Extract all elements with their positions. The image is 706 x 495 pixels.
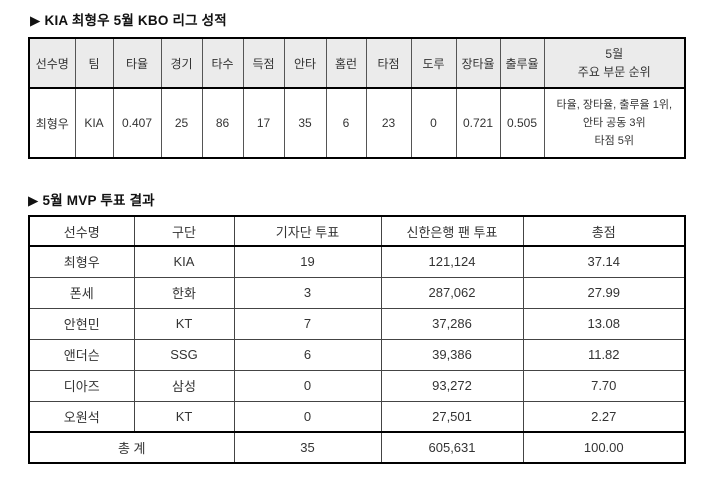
col-fan-vote: 신한은행 팬 투표 [380,215,524,247]
cell-press-vote: 0 [233,400,382,433]
cell-rbi: 23 [365,87,412,159]
cell-stolen-bases: 0 [410,87,457,159]
cell-fan-vote: 93,272 [380,369,524,402]
cell-club: KT [133,400,235,433]
mvp-row: 폰세 한화 3 287,062 27.99 [28,276,686,309]
stats-data-row: 최형우 KIA 0.407 25 86 17 35 6 23 0 0.721 0… [28,87,686,159]
cell-games: 25 [160,87,203,159]
cell-total-fan-vote: 605,631 [380,431,524,464]
cell-hits: 35 [283,87,327,159]
col-player: 선수명 [28,37,76,89]
cell-player: 최형우 [28,245,135,278]
col-on-base: 출루율 [499,37,545,89]
col-stolen-bases: 도루 [410,37,457,89]
cell-total-press-vote: 35 [233,431,382,464]
col-team: 팀 [74,37,114,89]
rank-line3: 타점 5위 [594,135,635,148]
stats-table: 선수명 팀 타율 경기 타수 득점 안타 홈런 타점 도루 장타율 출루율 5월… [28,37,686,159]
cell-may-rankings: 타율, 장타율, 출루율 1위, 안타 공동 3위 타점 5위 [543,87,686,159]
mvp-row: 오원석 KT 0 27,501 2.27 [28,400,686,433]
cell-fan-vote: 37,286 [380,307,524,340]
cell-player: 폰세 [28,276,135,309]
col-press-vote: 기자단 투표 [233,215,382,247]
cell-on-base: 0.505 [499,87,545,159]
cell-press-vote: 0 [233,369,382,402]
mvp-section-title: ▶ 5월 MVP 투표 결과 [28,193,155,208]
cell-club: 삼성 [133,369,235,402]
col-hits: 안타 [283,37,327,89]
mvp-row: 디아즈 삼성 0 93,272 7.70 [28,369,686,402]
stats-section-title: ▶ KIA 최형우 5월 KBO 리그 성적 [30,13,227,28]
cell-total-label: 총 계 [28,431,235,464]
cell-player: 오원석 [28,400,135,433]
cell-fan-vote: 39,386 [380,338,524,371]
mvp-table: 선수명 구단 기자단 투표 신한은행 팬 투표 총점 최형우 KIA 19 12… [28,215,686,464]
cell-press-vote: 19 [233,245,382,278]
col-home-runs: 홈런 [325,37,367,89]
cell-player: 최형우 [28,87,76,159]
cell-batting-avg: 0.407 [112,87,162,159]
mvp-row: 앤더슨 SSG 6 39,386 11.82 [28,338,686,371]
cell-club: 한화 [133,276,235,309]
cell-fan-vote: 27,501 [380,400,524,433]
cell-player: 앤더슨 [28,338,135,371]
mvp-row: 최형우 KIA 19 121,124 37.14 [28,245,686,278]
cell-total-score: 11.82 [522,338,686,371]
col-player-name: 선수명 [28,215,135,247]
rank-line2: 안타 공동 3위 [582,116,646,129]
col-total-score: 총점 [522,215,686,247]
rank-header-line1: 5월 [605,47,624,61]
cell-home-runs: 6 [325,87,367,159]
col-games: 경기 [160,37,203,89]
col-at-bats: 타수 [201,37,244,89]
cell-player: 안현민 [28,307,135,340]
cell-club: KT [133,307,235,340]
col-rbi: 타점 [365,37,412,89]
cell-total-score: 2.27 [522,400,686,433]
mvp-header-row: 선수명 구단 기자단 투표 신한은행 팬 투표 총점 [28,215,686,247]
col-club: 구단 [133,215,235,247]
cell-press-vote: 6 [233,338,382,371]
cell-press-vote: 7 [233,307,382,340]
cell-club: KIA [133,245,235,278]
cell-club: SSG [133,338,235,371]
cell-total-score: 13.08 [522,307,686,340]
rank-header-line2: 주요 부문 순위 [577,65,651,79]
cell-player: 디아즈 [28,369,135,402]
cell-at-bats: 86 [201,87,244,159]
mvp-total-row: 총 계 35 605,631 100.00 [28,431,686,464]
mvp-row: 안현민 KT 7 37,286 13.08 [28,307,686,340]
cell-fan-vote: 287,062 [380,276,524,309]
cell-slugging: 0.721 [455,87,501,159]
col-batting-avg: 타율 [112,37,162,89]
cell-total-score-sum: 100.00 [522,431,686,464]
cell-fan-vote: 121,124 [380,245,524,278]
stats-header-row: 선수명 팀 타율 경기 타수 득점 안타 홈런 타점 도루 장타율 출루율 5월… [28,37,686,89]
cell-press-vote: 3 [233,276,382,309]
col-may-rankings: 5월 주요 부문 순위 [543,37,686,89]
col-runs: 득점 [242,37,285,89]
rank-line1: 타율, 장타율, 출루율 1위, [556,98,673,111]
cell-total-score: 27.99 [522,276,686,309]
cell-team: KIA [74,87,114,159]
cell-runs: 17 [242,87,285,159]
cell-total-score: 37.14 [522,245,686,278]
cell-total-score: 7.70 [522,369,686,402]
col-slugging: 장타율 [455,37,501,89]
